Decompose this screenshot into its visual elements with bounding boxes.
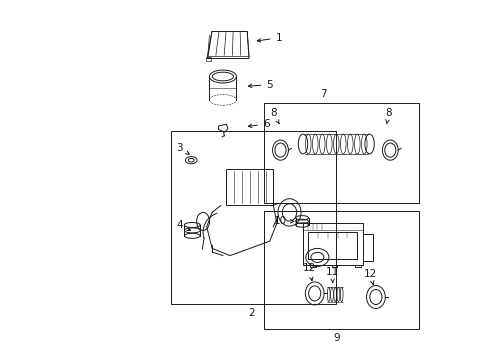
Text: 8: 8 xyxy=(269,108,279,124)
Text: 5: 5 xyxy=(248,80,272,90)
Text: 12: 12 xyxy=(302,263,315,281)
Text: 1: 1 xyxy=(257,33,282,43)
Text: 11: 11 xyxy=(325,267,339,283)
Bar xyxy=(264,211,418,329)
Bar xyxy=(264,103,418,203)
Text: 3: 3 xyxy=(176,143,189,154)
Text: 7: 7 xyxy=(320,89,326,99)
Text: 12: 12 xyxy=(363,269,376,284)
Text: 10: 10 xyxy=(273,216,293,226)
Text: 2: 2 xyxy=(248,308,254,318)
Bar xyxy=(170,131,336,304)
Text: 8: 8 xyxy=(385,108,391,124)
Text: 4: 4 xyxy=(176,220,190,230)
Text: 6: 6 xyxy=(248,119,269,129)
Text: 9: 9 xyxy=(332,333,339,343)
